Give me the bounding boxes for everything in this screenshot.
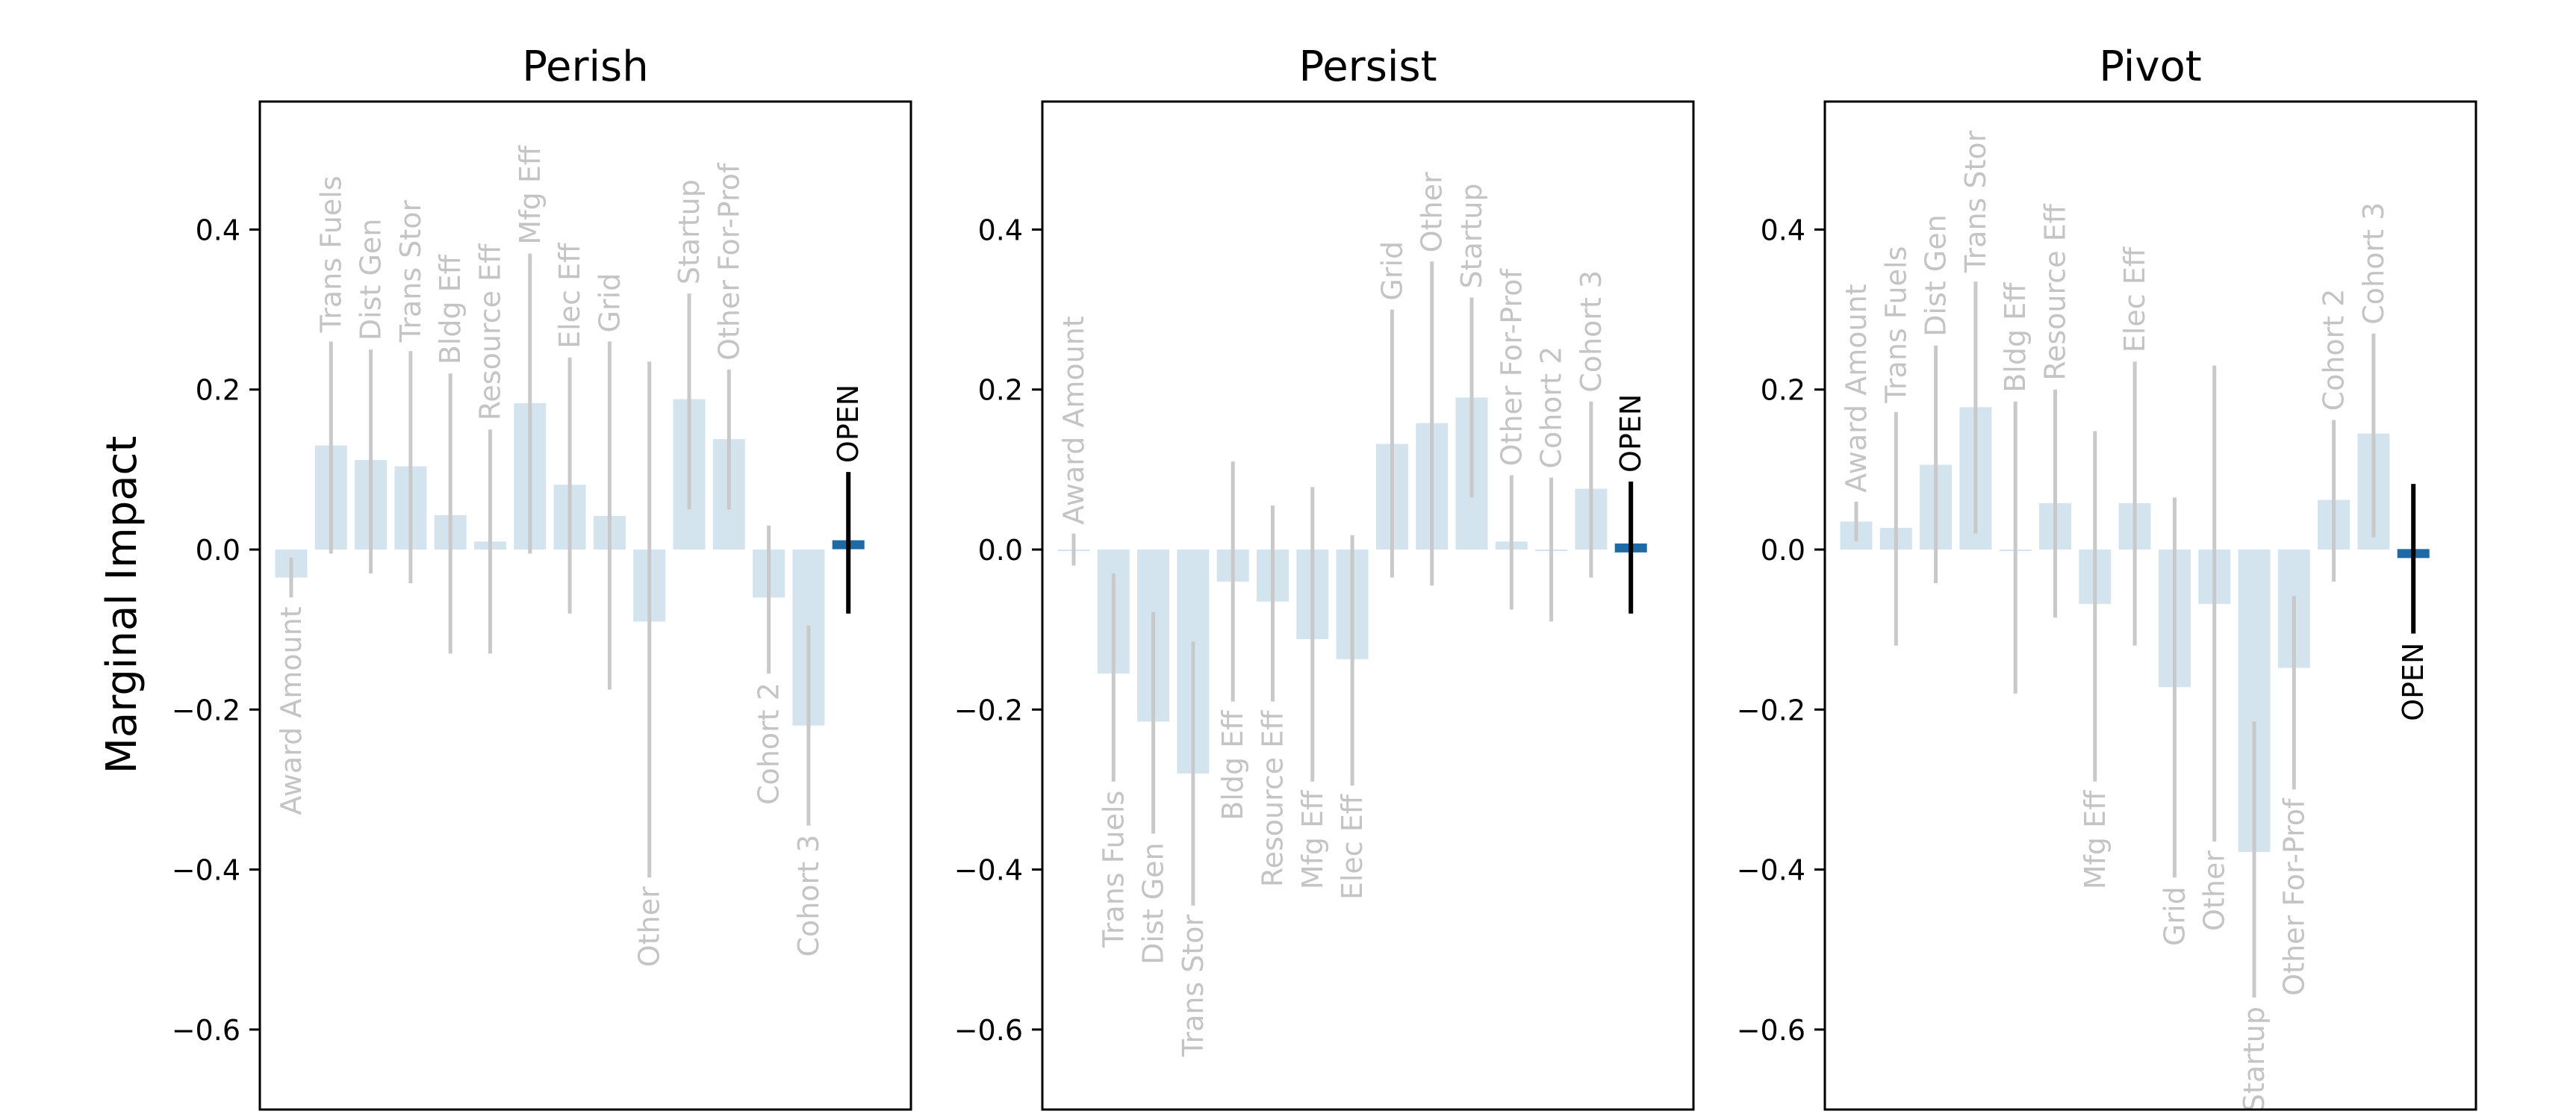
category-label-mfg-eff: Mfg Eff bbox=[514, 145, 547, 244]
category-label-cohort-3: Cohort 3 bbox=[1575, 270, 1608, 393]
plot-frame-perish bbox=[258, 100, 912, 1111]
category-label-elec-eff: Elec Eff bbox=[553, 243, 586, 349]
y-tick-label: 0.4 bbox=[978, 214, 1023, 246]
panel-persist: Persist 0.4 0.2 0.0 −0.2 −0.4 −0.6 Award Amount… bbox=[954, 43, 1695, 1111]
category-label-trans-stor: Trans Stor bbox=[394, 200, 427, 343]
category-label-elec-eff: Elec Eff bbox=[1336, 794, 1369, 900]
category-label-resource-eff: Resource Eff bbox=[2039, 203, 2072, 380]
category-label-grid: Grid bbox=[1375, 241, 1408, 301]
y-tick-label: 0.0 bbox=[978, 534, 1023, 567]
category-label-grid: Grid bbox=[593, 273, 626, 333]
category-label-startup: Startup bbox=[673, 179, 706, 284]
y-tick-label: 0.4 bbox=[196, 214, 240, 246]
y-tick-label: 0.2 bbox=[196, 374, 240, 407]
category-label-resource-eff: Resource Eff bbox=[474, 243, 507, 420]
category-label-mfg-eff: Mfg Eff bbox=[1296, 790, 1329, 889]
category-label-cohort-2: Cohort 2 bbox=[2318, 289, 2351, 411]
y-tick-label: −0.4 bbox=[172, 854, 240, 887]
y-tick-label: −0.4 bbox=[1737, 854, 1805, 887]
category-label-cohort-2: Cohort 2 bbox=[1535, 346, 1568, 469]
category-label-open: OPEN bbox=[1614, 394, 1647, 473]
category-label-bldg-eff: Bldg Eff bbox=[434, 254, 467, 364]
y-tick-label: 0.2 bbox=[1761, 374, 1805, 407]
category-label-trans-fuels: Trans Fuels bbox=[1097, 791, 1130, 948]
category-label-cohort-3: Cohort 3 bbox=[2357, 202, 2390, 325]
category-label-grid: Grid bbox=[2158, 886, 2191, 946]
y-tick-label: −0.2 bbox=[954, 694, 1023, 727]
y-tick-label: −0.2 bbox=[172, 694, 240, 727]
y-tick-label: −0.6 bbox=[1737, 1014, 1805, 1047]
plot-frame-persist bbox=[1041, 100, 1695, 1111]
y-tick-label: 0.0 bbox=[196, 534, 240, 567]
plot-frame-pivot bbox=[1823, 100, 2477, 1111]
panel-perish: Perish 0.4 0.2 0.0 −0.2 −0.4 −0.6 Award Amount T… bbox=[172, 43, 912, 1111]
category-label-elec-eff: Elec Eff bbox=[2118, 246, 2151, 352]
panel-title-pivot: Pivot bbox=[2099, 43, 2201, 91]
y-tick-label: −0.6 bbox=[172, 1014, 240, 1047]
y-tick-label: 0.4 bbox=[1761, 214, 1805, 246]
category-label-dist-gen: Dist Gen bbox=[1920, 214, 1953, 337]
category-label-mfg-eff: Mfg Eff bbox=[2079, 790, 2112, 889]
category-label-other: Other bbox=[2198, 850, 2231, 931]
category-label-bldg-eff: Bldg Eff bbox=[1999, 282, 2032, 393]
y-tick-label: −0.4 bbox=[954, 854, 1023, 887]
y-axis-label: Marginal Impact bbox=[98, 436, 146, 774]
category-label-trans-stor: Trans Stor bbox=[1959, 130, 1992, 273]
category-label-bldg-eff: Bldg Eff bbox=[1216, 710, 1249, 821]
category-label-award-amount: Award Amount bbox=[275, 606, 308, 815]
category-label-open: OPEN bbox=[832, 385, 865, 463]
category-label-open: OPEN bbox=[2397, 643, 2430, 721]
panel-title-persist: Persist bbox=[1298, 43, 1437, 91]
category-label-trans-fuels: Trans Fuels bbox=[1879, 246, 1912, 404]
panel-title-perish: Perish bbox=[522, 43, 648, 91]
y-tick-label: −0.2 bbox=[1737, 694, 1805, 727]
category-label-resource-eff: Resource Eff bbox=[1257, 710, 1289, 887]
y-tick-label: 0.2 bbox=[978, 374, 1023, 407]
category-label-award-amount: Award Amount bbox=[1057, 316, 1090, 524]
y-tick-label: −0.6 bbox=[954, 1014, 1023, 1047]
category-label-dist-gen: Dist Gen bbox=[355, 219, 388, 341]
category-label-other-for-prof: Other For-Prof bbox=[2277, 797, 2310, 996]
category-label-cohort-3: Cohort 3 bbox=[792, 835, 825, 957]
category-label-cohort-2: Cohort 2 bbox=[753, 682, 785, 805]
category-label-award-amount: Award Amount bbox=[1840, 284, 1873, 492]
y-tick-label: 0.0 bbox=[1761, 534, 1805, 567]
category-label-startup: Startup bbox=[2238, 1007, 2271, 1112]
category-label-dist-gen: Dist Gen bbox=[1137, 842, 1170, 965]
category-label-other-for-prof: Other For-Prof bbox=[1495, 267, 1528, 466]
category-label-startup: Startup bbox=[1455, 183, 1488, 288]
category-label-other-for-prof: Other For-Prof bbox=[712, 162, 745, 361]
category-label-trans-stor: Trans Stor bbox=[1177, 914, 1210, 1057]
category-label-other: Other bbox=[633, 886, 666, 967]
category-label-trans-fuels: Trans Fuels bbox=[314, 175, 347, 333]
category-label-other: Other bbox=[1416, 172, 1449, 252]
